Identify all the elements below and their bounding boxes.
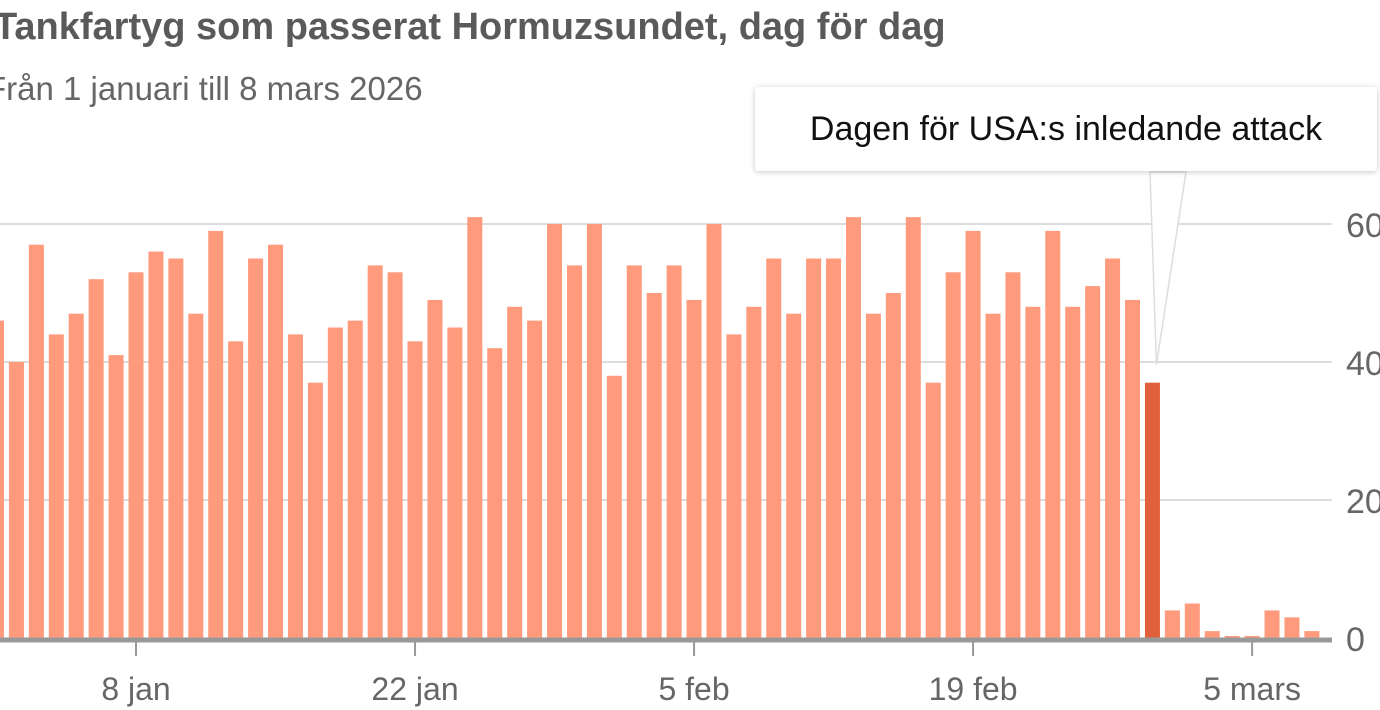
bar-8-mars xyxy=(1304,631,1320,638)
bar-23-jan xyxy=(427,299,443,638)
chart-subtitle: Från 1 januari till 8 mars 2026 xyxy=(0,70,423,107)
bar-12-jan xyxy=(208,230,224,638)
bar-20-feb xyxy=(985,313,1001,638)
bar-12-feb xyxy=(826,258,842,638)
bar-4-jan xyxy=(48,334,64,638)
bar-14-feb xyxy=(865,313,881,638)
bar-24-feb xyxy=(1065,306,1081,638)
bar-8-jan xyxy=(128,272,144,638)
bar-10-jan xyxy=(168,258,184,638)
bar-1-jan xyxy=(0,320,4,638)
bar-10-feb xyxy=(786,313,802,638)
bar-11-feb xyxy=(806,258,822,638)
bar-15-feb xyxy=(885,293,901,638)
bar-3-jan xyxy=(28,244,44,638)
bar-6-mars xyxy=(1264,610,1280,638)
bar-29-jan xyxy=(547,224,563,638)
bar-20-jan xyxy=(367,265,383,638)
x-tick-label: 8 jan xyxy=(101,671,170,707)
bar-24-jan xyxy=(447,327,463,638)
bar-25-feb xyxy=(1085,286,1101,638)
bar-26-feb xyxy=(1105,258,1121,638)
bar-21-feb xyxy=(1005,272,1021,638)
x-tick-label: 19 feb xyxy=(929,671,1018,707)
bar-26-jan xyxy=(487,348,503,638)
bar-6-feb xyxy=(706,224,722,638)
bar-23-feb xyxy=(1045,230,1061,638)
bar-5-jan xyxy=(68,313,84,638)
x-tick-label: 5 mars xyxy=(1203,671,1301,707)
bar-28-feb xyxy=(1144,382,1160,638)
bar-17-jan xyxy=(307,382,323,638)
bar-2-feb xyxy=(626,265,642,638)
bar-1-mars xyxy=(1164,610,1180,638)
x-tick-label: 22 jan xyxy=(371,671,458,707)
bar-5-mars xyxy=(1244,635,1260,638)
bar-27-feb xyxy=(1125,299,1141,638)
bar-28-jan xyxy=(527,320,543,638)
bar-31-jan xyxy=(586,224,602,638)
bar-18-jan xyxy=(327,327,343,638)
bar-4-mars xyxy=(1224,635,1240,638)
bar-6-jan xyxy=(88,279,104,638)
bar-22-feb xyxy=(1025,306,1041,638)
bar-16-jan xyxy=(287,334,303,638)
bar-5-feb xyxy=(686,299,702,638)
bar-22-jan xyxy=(407,341,423,638)
bar-3-feb xyxy=(646,293,662,638)
bar-25-jan xyxy=(467,217,483,638)
bar-7-jan xyxy=(108,355,124,638)
bar-19-feb xyxy=(965,230,981,638)
bar-9-jan xyxy=(148,251,164,638)
bar-1-feb xyxy=(606,375,622,638)
bar-18-feb xyxy=(945,272,961,638)
y-tick-label: 40 xyxy=(1346,345,1380,383)
bar-11-jan xyxy=(188,313,204,638)
annotation-pointer xyxy=(1149,171,1187,365)
bar-19-jan xyxy=(347,320,363,638)
bar-7-feb xyxy=(726,334,742,638)
bar-17-feb xyxy=(925,382,941,638)
bar-13-feb xyxy=(845,217,861,638)
bar-16-feb xyxy=(905,217,921,638)
y-tick-label: 20 xyxy=(1346,483,1380,521)
bar-15-jan xyxy=(268,244,284,638)
bar-30-jan xyxy=(566,265,582,638)
bar-27-jan xyxy=(507,306,523,638)
bar-14-jan xyxy=(248,258,264,638)
bar-4-feb xyxy=(666,265,682,638)
y-tick-label: 60 xyxy=(1346,207,1380,245)
bar-8-feb xyxy=(746,306,762,638)
bar-2-jan xyxy=(8,362,24,638)
bar-2-mars xyxy=(1184,603,1200,638)
chart-title: Tankfartyg som passerat Hormuzsundet, da… xyxy=(0,6,946,48)
bar-9-feb xyxy=(766,258,782,638)
y-tick-label: 0 xyxy=(1346,621,1365,659)
annotation-label: Dagen för USA:s inledande attack xyxy=(755,87,1377,171)
bar-7-mars xyxy=(1284,617,1300,638)
bar-13-jan xyxy=(228,341,244,638)
x-tick-label: 5 feb xyxy=(658,671,729,707)
bar-3-mars xyxy=(1204,631,1220,638)
bar-21-jan xyxy=(387,272,403,638)
